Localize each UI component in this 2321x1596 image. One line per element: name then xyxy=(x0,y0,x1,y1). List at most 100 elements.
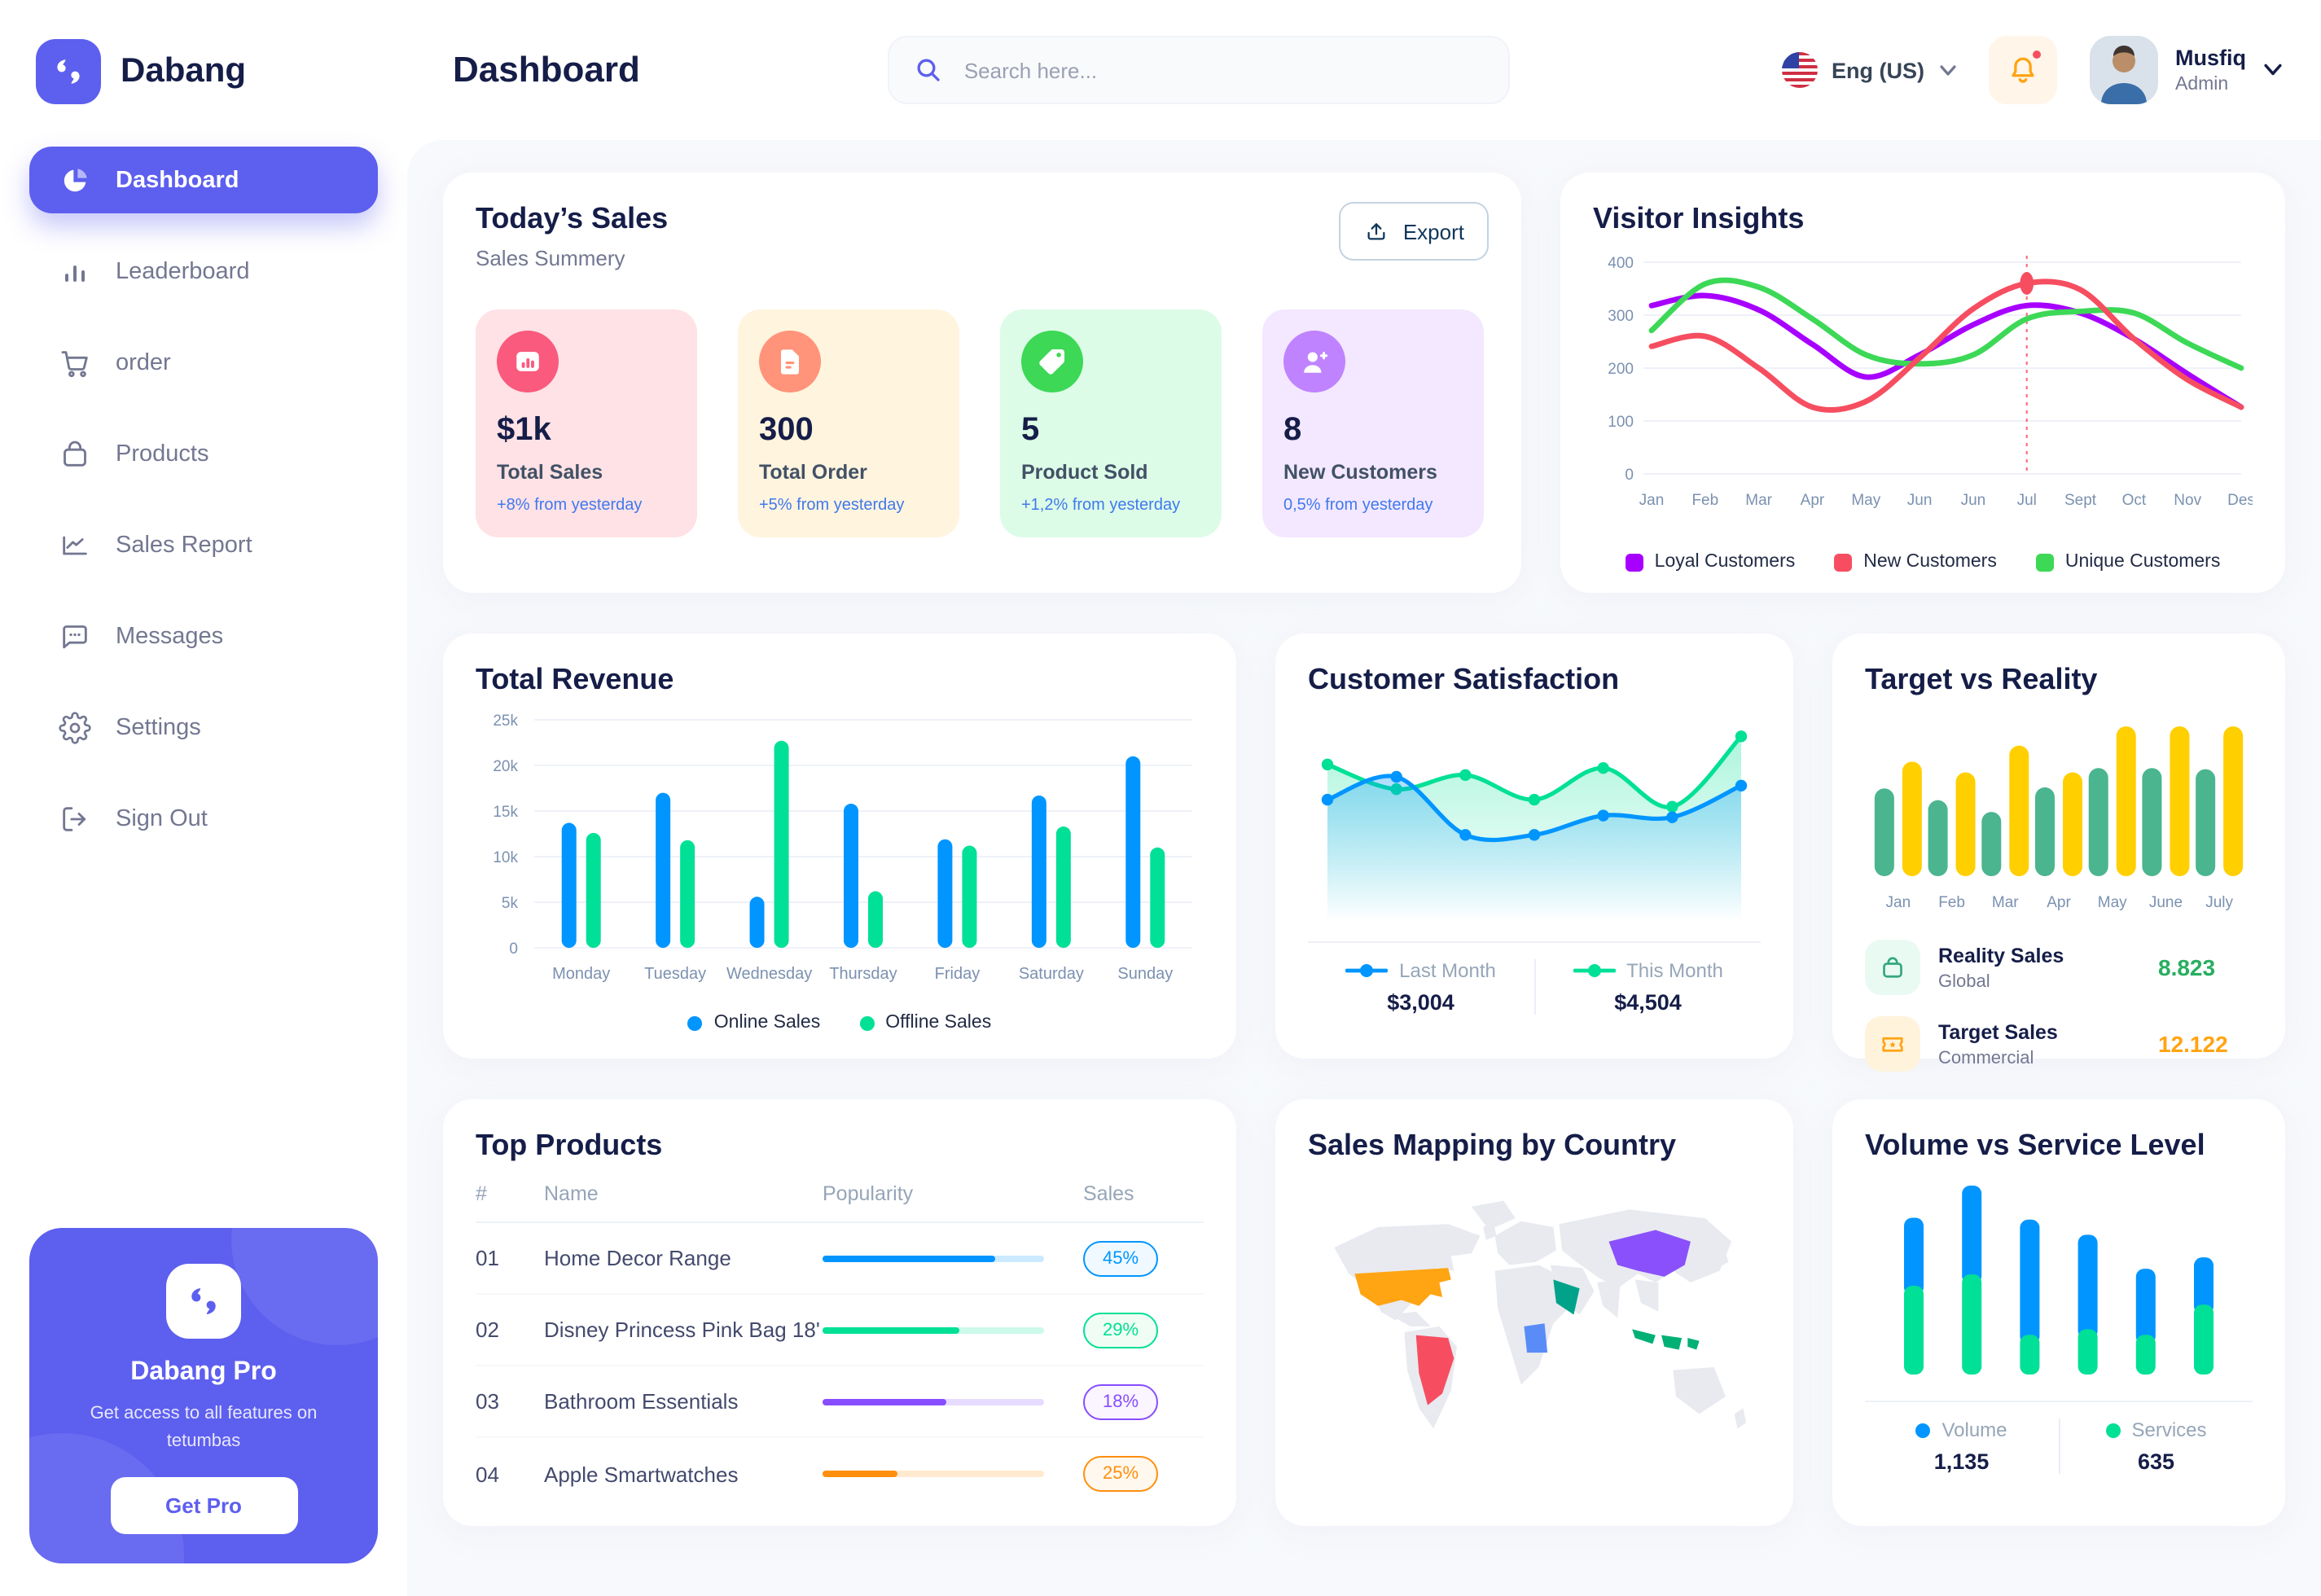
sidebar-item-messages[interactable]: Messages xyxy=(29,603,378,669)
svg-text:Jan: Jan xyxy=(1639,492,1665,509)
svg-text:May: May xyxy=(1851,492,1880,509)
target-sales-value: 12.122 xyxy=(2158,1031,2228,1057)
svg-text:Friday: Friday xyxy=(935,965,981,983)
legend-swatch xyxy=(2035,553,2054,571)
svg-text:Jan: Jan xyxy=(1886,894,1911,911)
customer-satisfaction-legend: Last Month $3,004 This Month $4,504 xyxy=(1308,959,1761,1015)
sidebar-item-settings[interactable]: Settings xyxy=(29,694,378,761)
legend-col-this-month: This Month $4,504 xyxy=(1533,959,1761,1015)
todays-sales-title: Today’s Sales xyxy=(476,202,669,235)
sales-badge: 25% xyxy=(1083,1456,1159,1492)
svg-text:200: 200 xyxy=(1608,361,1634,378)
sidebar-item-order[interactable]: order xyxy=(29,329,378,396)
avatar xyxy=(2089,36,2157,104)
last-month-total: $3,004 xyxy=(1387,990,1454,1015)
legend-item-online-sales: Online Sales xyxy=(687,1013,820,1033)
user-menu[interactable]: Musfiq Admin xyxy=(2089,36,2282,104)
svg-text:Tuesday: Tuesday xyxy=(644,965,706,983)
sidebar-item-label: Dashboard xyxy=(116,167,239,193)
shopping-cart-icon xyxy=(57,345,91,379)
brand-logo-icon xyxy=(36,39,101,104)
stat-card-total-order: 300 Total Order +5% from yesterday xyxy=(738,309,959,537)
bar-chart-icon xyxy=(57,254,91,288)
get-pro-button[interactable]: Get Pro xyxy=(110,1477,297,1534)
legend-item-unique-customers: Unique Customers xyxy=(2035,552,2220,572)
line-chart-icon xyxy=(57,528,91,562)
language-selector[interactable]: Eng (US) xyxy=(1781,52,1955,88)
dashboard-content: Today’s Sales Sales Summery Export xyxy=(407,140,2321,1596)
page-title: Dashboard xyxy=(453,49,640,90)
legend-col-volume: Volume 1,135 xyxy=(1865,1418,2058,1474)
country-saudi-arabia xyxy=(1553,1279,1580,1315)
volume-service-title: Volume vs Service Level xyxy=(1865,1129,2205,1161)
search-input[interactable] xyxy=(960,56,1485,84)
country-dr-congo xyxy=(1524,1323,1548,1353)
user-texts: Musfiq Admin xyxy=(2175,46,2246,94)
country-indonesia xyxy=(1661,1335,1683,1350)
table-row: 04 Apple Smartwatches 25% xyxy=(476,1438,1204,1510)
country-indonesia xyxy=(1687,1338,1700,1350)
legend-dot xyxy=(859,1015,875,1030)
decorative-bubble xyxy=(231,1228,378,1345)
svg-text:100: 100 xyxy=(1608,414,1634,431)
legend-swatch xyxy=(1834,553,1853,571)
row-1: Today’s Sales Sales Summery Export xyxy=(443,173,2285,593)
user-plus-icon xyxy=(1283,331,1345,392)
sidebar-menu: Dashboard Leaderboard order Products Sal… xyxy=(29,147,378,852)
svg-text:Des: Des xyxy=(2227,492,2253,509)
line-dot-marker xyxy=(1345,962,1389,979)
svg-text:15k: 15k xyxy=(493,804,518,821)
country-brazil xyxy=(1415,1335,1454,1405)
services-total: 635 xyxy=(2137,1449,2175,1474)
sidebar: Dabang Dashboard Leaderboard order Produ… xyxy=(0,0,407,1596)
legend-col-services: Services 635 xyxy=(2058,1418,2253,1474)
sidebar-item-label: Leaderboard xyxy=(116,258,250,284)
svg-text:Jun: Jun xyxy=(1907,492,1933,509)
popularity-bar xyxy=(823,1326,1044,1333)
sidebar-item-sign-out[interactable]: Sign Out xyxy=(29,785,378,852)
sales-mapping-card: Sales Mapping by Country xyxy=(1275,1099,1793,1526)
popularity-bar xyxy=(823,1398,1044,1405)
stats-row: $1k Total Sales +8% from yesterday 300 T… xyxy=(476,309,1489,537)
export-icon xyxy=(1368,223,1386,240)
language-label: Eng (US) xyxy=(1832,58,1924,82)
stat-card-total-sales: $1k Total Sales +8% from yesterday xyxy=(476,309,697,537)
country-indonesia xyxy=(1632,1329,1656,1344)
legend-item-loyal-customers: Loyal Customers xyxy=(1625,552,1795,572)
total-revenue-card: Total Revenue 0 5k 10k 15k 20k 25k Monday Tuesd… xyxy=(443,634,1236,1059)
search-bar[interactable] xyxy=(887,36,1510,104)
sidebar-item-leaderboard[interactable]: Leaderboard xyxy=(29,238,378,305)
sidebar-item-dashboard[interactable]: Dashboard xyxy=(29,147,378,213)
pro-description: Get access to all features on tetumbas xyxy=(90,1404,318,1450)
sidebar-item-label: Messages xyxy=(116,623,224,649)
svg-text:300: 300 xyxy=(1608,308,1634,325)
visitor-insights-title: Visitor Insights xyxy=(1593,202,1805,235)
volume-service-legend: Volume 1,135 Services 635 xyxy=(1865,1418,2253,1474)
total-revenue-chart: 0 5k 10k 15k 20k 25k Monday Tuesday Wednesday Thu… xyxy=(493,712,1192,983)
customer-satisfaction-card: Customer Satisfaction Last Month $3,004 … xyxy=(1275,634,1793,1059)
svg-text:400: 400 xyxy=(1608,255,1634,272)
volume-service-chart xyxy=(1904,1186,2214,1375)
sidebar-item-label: Sign Out xyxy=(116,805,208,831)
top-right-cluster: Eng (US) Musfiq Admin xyxy=(1781,36,2282,104)
svg-text:Thursday: Thursday xyxy=(829,965,897,983)
notification-dot xyxy=(2030,49,2042,60)
export-button[interactable]: Export xyxy=(1339,202,1489,261)
customer-satisfaction-title: Customer Satisfaction xyxy=(1308,663,1620,695)
svg-text:Mar: Mar xyxy=(1992,894,2019,911)
legend-item-offline-sales: Offline Sales xyxy=(859,1013,991,1033)
pro-logo-icon xyxy=(166,1264,241,1339)
brand-logo-row: Dabang xyxy=(29,26,378,147)
this-month-total: $4,504 xyxy=(1614,990,1682,1015)
legend-row-target-sales: Target Sales Commercial 12.122 xyxy=(1865,1016,2253,1072)
sidebar-item-products[interactable]: Products xyxy=(29,420,378,487)
sales-badge: 18% xyxy=(1083,1383,1159,1419)
bag-icon xyxy=(1865,940,1920,995)
visitor-insights-legend: Loyal Customers New Customers Unique Cus… xyxy=(1593,552,2253,572)
sidebar-item-label: Settings xyxy=(116,714,201,740)
pro-title: Dabang Pro xyxy=(130,1358,277,1386)
notifications-button[interactable] xyxy=(1988,36,2056,104)
svg-text:Jun: Jun xyxy=(1961,492,1986,509)
sidebar-item-sales-report[interactable]: Sales Report xyxy=(29,511,378,578)
sales-badge: 29% xyxy=(1083,1312,1159,1348)
